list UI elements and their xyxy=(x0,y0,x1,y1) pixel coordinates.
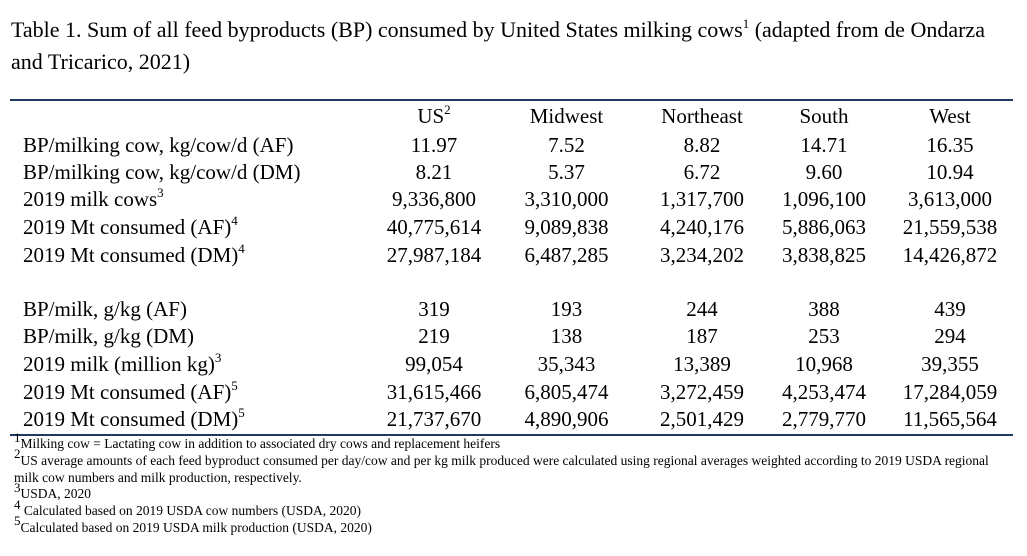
cell-midwest: 6,805,474 xyxy=(524,380,609,404)
cell-northeast: 8.82 xyxy=(683,133,721,157)
column-header-west: West xyxy=(929,104,971,128)
cell-south: 9.60 xyxy=(805,160,843,184)
cell-west: 439 xyxy=(934,297,966,321)
cell-south: 10,968 xyxy=(795,352,853,376)
cell-us: 99,054 xyxy=(405,352,463,376)
row-label: BP/milk, g/kg (DM) xyxy=(23,324,194,348)
footnote: 4 Calculated based on 2019 USDA cow numb… xyxy=(14,496,361,519)
cell-us: 11.97 xyxy=(410,133,458,157)
cell-south: 1,096,100 xyxy=(782,187,866,211)
cell-northeast: 1,317,700 xyxy=(660,187,744,211)
cell-northeast: 3,272,459 xyxy=(660,380,744,404)
table-caption: Table 1. Sum of all feed byproducts (BP)… xyxy=(11,14,1011,78)
cell-northeast: 187 xyxy=(686,324,718,348)
table-row: 2019 Mt consumed (AF)4 40,775,614 9,089,… xyxy=(0,214,1027,241)
cell-south: 3,838,825 xyxy=(782,243,866,267)
cell-us: 31,615,466 xyxy=(386,380,482,404)
table-row: 2019 Mt consumed (AF)5 31,615,466 6,805,… xyxy=(0,379,1027,406)
table-row: 2019 milk (million kg)3 99,054 35,343 13… xyxy=(0,351,1027,378)
footnote: 3USDA, 2020 xyxy=(14,479,92,502)
cell-us: 8.21 xyxy=(415,160,453,184)
footnote: 5Calculated based on 2019 USDA milk prod… xyxy=(14,513,372,535)
cell-northeast: 4,240,176 xyxy=(660,215,744,239)
table-header-row: US2 Midwest Northeast South West xyxy=(0,103,1027,130)
cell-south: 5,886,063 xyxy=(782,215,866,239)
cell-midwest: 5.37 xyxy=(548,160,585,184)
caption-footnote-marker: 1 xyxy=(742,15,750,31)
row-label: BP/milk, g/kg (AF) xyxy=(23,297,187,321)
cell-northeast: 13,389 xyxy=(673,352,731,376)
cell-midwest: 35,343 xyxy=(537,352,596,376)
row-label: 2019 Mt consumed (DM)4 xyxy=(23,241,245,267)
cell-northeast: 6.72 xyxy=(683,160,721,184)
cell-midwest: 7.52 xyxy=(548,133,585,157)
cell-west: 10.94 xyxy=(926,160,974,184)
cell-us: 219 xyxy=(418,324,450,348)
table-bottom-rule xyxy=(10,434,1013,436)
cell-us: 319 xyxy=(418,297,450,321)
row-label: 2019 milk cows3 xyxy=(23,185,164,211)
cell-west: 16.35 xyxy=(926,133,974,157)
cell-south: 2,779,770 xyxy=(782,407,866,431)
cell-us: 27,987,184 xyxy=(386,243,482,267)
cell-west: 17,284,059 xyxy=(902,380,998,404)
cell-west: 21,559,538 xyxy=(902,215,998,239)
cell-midwest: 6,487,285 xyxy=(524,243,609,267)
cell-south: 388 xyxy=(808,297,840,321)
footnotes: 1Milking cow = Lactating cow in addition… xyxy=(14,429,1004,537)
caption-source: (adapted from de Ondarza and Tricarico, … xyxy=(11,17,985,74)
row-label: 2019 Mt consumed (AF)5 xyxy=(23,378,238,404)
cell-midwest: 3,310,000 xyxy=(524,187,609,211)
cell-northeast: 2,501,429 xyxy=(660,407,744,431)
row-label: 2019 Mt consumed (AF)4 xyxy=(23,213,238,239)
cell-midwest: 193 xyxy=(550,297,583,321)
column-header-south: South xyxy=(799,104,849,128)
table-row: BP/milk, g/kg (DM) 219 138 187 253 294 xyxy=(0,323,1027,350)
cell-northeast: 3,234,202 xyxy=(660,243,744,267)
column-header-midwest: Midwest xyxy=(529,104,604,128)
cell-midwest: 138 xyxy=(550,324,583,348)
cell-south: 4,253,474 xyxy=(782,380,866,404)
row-label: BP/milking cow, kg/cow/d (AF) xyxy=(23,133,294,157)
row-label: 2019 Mt consumed (DM)5 xyxy=(23,405,245,431)
column-header-northeast: Northeast xyxy=(661,104,743,128)
cell-south: 253 xyxy=(808,324,840,348)
footnote: 1Milking cow = Lactating cow in addition… xyxy=(14,429,501,452)
cell-west: 39,355 xyxy=(921,352,979,376)
table-row: 2019 Mt consumed (DM)5 21,737,670 4,890,… xyxy=(0,406,1027,433)
table-row: BP/milking cow, kg/cow/d (DM) 8.21 5.37 … xyxy=(0,159,1027,186)
cell-us: 21,737,670 xyxy=(386,407,482,431)
row-label: 2019 milk (million kg)3 xyxy=(23,350,222,376)
cell-midwest: 9,089,838 xyxy=(524,215,609,239)
table-row: BP/milking cow, kg/cow/d (AF) 11.97 7.52… xyxy=(0,132,1027,159)
caption-text: Table 1. Sum of all feed byproducts (BP)… xyxy=(11,17,743,42)
row-label: BP/milking cow, kg/cow/d (DM) xyxy=(23,160,301,184)
cell-west: 11,565,564 xyxy=(903,407,997,431)
cell-midwest: 4,890,906 xyxy=(524,407,609,431)
cell-us: 40,775,614 xyxy=(386,215,482,239)
column-header-us: US2 xyxy=(417,102,451,128)
cell-west: 14,426,872 xyxy=(902,243,998,267)
table-row: BP/milk, g/kg (AF) 319 193 244 388 439 xyxy=(0,296,1027,323)
footnote: 2US average amounts of each feed byprodu… xyxy=(14,446,989,485)
cell-west: 294 xyxy=(934,324,966,348)
cell-south: 14.71 xyxy=(800,133,848,157)
cell-us: 9,336,800 xyxy=(392,187,476,211)
table-row: 2019 Mt consumed (DM)4 27,987,184 6,487,… xyxy=(0,242,1027,269)
table-row: 2019 milk cows3 9,336,800 3,310,000 1,31… xyxy=(0,186,1027,213)
table-top-rule xyxy=(10,99,1013,101)
cell-northeast: 244 xyxy=(686,297,718,321)
cell-west: 3,613,000 xyxy=(908,187,992,211)
